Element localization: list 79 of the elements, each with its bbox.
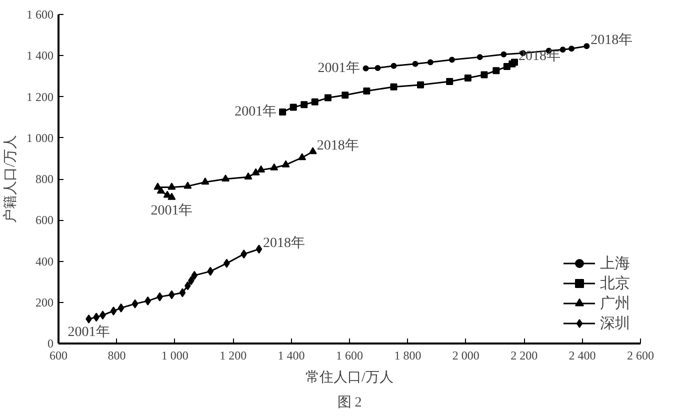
y-tick-label: 800 xyxy=(36,172,54,186)
x-tick-label: 1 200 xyxy=(220,348,247,362)
point xyxy=(500,51,507,58)
point xyxy=(270,163,278,170)
x-tick-label: 1 800 xyxy=(394,348,422,362)
x-tick-label: 2 600 xyxy=(627,348,654,362)
x-tick-label: 800 xyxy=(108,348,126,362)
y-tick-label: 1 000 xyxy=(26,130,54,145)
point xyxy=(201,178,210,185)
x-tick-label: 1 000 xyxy=(161,348,188,362)
x-tick-label: 1 400 xyxy=(278,348,305,362)
point xyxy=(390,62,397,69)
y-tick-label: 1 200 xyxy=(26,90,54,104)
point xyxy=(118,303,124,312)
point xyxy=(222,174,230,182)
point xyxy=(179,288,186,298)
y-tick-label: 600 xyxy=(36,213,54,228)
y-axis-title: 户籍人口/万人 xyxy=(2,135,18,223)
point xyxy=(144,296,152,306)
point xyxy=(476,54,483,60)
point xyxy=(362,65,369,72)
legend-label: 广州 xyxy=(600,294,630,312)
point xyxy=(168,182,176,190)
point xyxy=(240,250,248,259)
legend-label: 深圳 xyxy=(600,314,630,332)
point xyxy=(390,83,398,90)
point xyxy=(308,147,317,154)
point xyxy=(290,104,297,111)
point xyxy=(311,98,318,106)
point xyxy=(300,101,308,108)
annotation: 2018年 xyxy=(263,235,305,252)
annotation: 2001年 xyxy=(318,60,360,76)
point xyxy=(363,87,370,94)
point xyxy=(568,46,575,52)
x-axis-title: 常住人口/万人 xyxy=(306,370,394,386)
point xyxy=(110,306,117,316)
point xyxy=(184,182,192,189)
point xyxy=(257,165,266,172)
point xyxy=(298,153,306,160)
point xyxy=(324,94,332,102)
caption: 图 2 xyxy=(337,396,362,410)
point xyxy=(492,67,500,74)
y-tick-label: 200 xyxy=(36,295,54,310)
point xyxy=(342,92,349,99)
x-tick-label: 600 xyxy=(50,348,68,362)
point xyxy=(427,59,434,66)
point xyxy=(480,71,488,78)
point xyxy=(132,299,138,308)
point xyxy=(560,46,566,53)
legend-label: 北京 xyxy=(600,274,630,292)
point xyxy=(244,172,252,180)
point xyxy=(464,74,472,82)
point xyxy=(417,81,424,88)
annotation: 2018年 xyxy=(518,48,560,64)
y-tick-label: 1 600 xyxy=(26,8,54,22)
x-tick-label: 2 000 xyxy=(452,348,480,362)
point xyxy=(256,244,262,254)
x-tick-label: 2 400 xyxy=(568,348,596,362)
legend-label: 上海 xyxy=(600,254,630,272)
point xyxy=(252,168,260,176)
annotation: 2018年 xyxy=(590,32,633,48)
point xyxy=(412,60,418,67)
y-tick-label: 1 400 xyxy=(26,48,54,63)
point xyxy=(191,270,198,280)
annotation: 2001年 xyxy=(150,202,193,218)
annotation: 2018年 xyxy=(316,138,359,154)
point xyxy=(448,56,455,63)
point xyxy=(207,266,214,276)
point xyxy=(282,160,290,168)
annotation: 2001年 xyxy=(234,103,277,120)
annotation: 2001年 xyxy=(68,324,110,340)
y-tick-label: 0 xyxy=(48,336,54,350)
point xyxy=(446,78,454,86)
x-tick-label: 1 600 xyxy=(336,348,363,362)
point xyxy=(279,108,286,116)
point xyxy=(374,64,381,71)
point xyxy=(584,43,590,50)
x-tick-label: 2 200 xyxy=(510,348,538,362)
y-tick-label: 400 xyxy=(36,254,54,268)
